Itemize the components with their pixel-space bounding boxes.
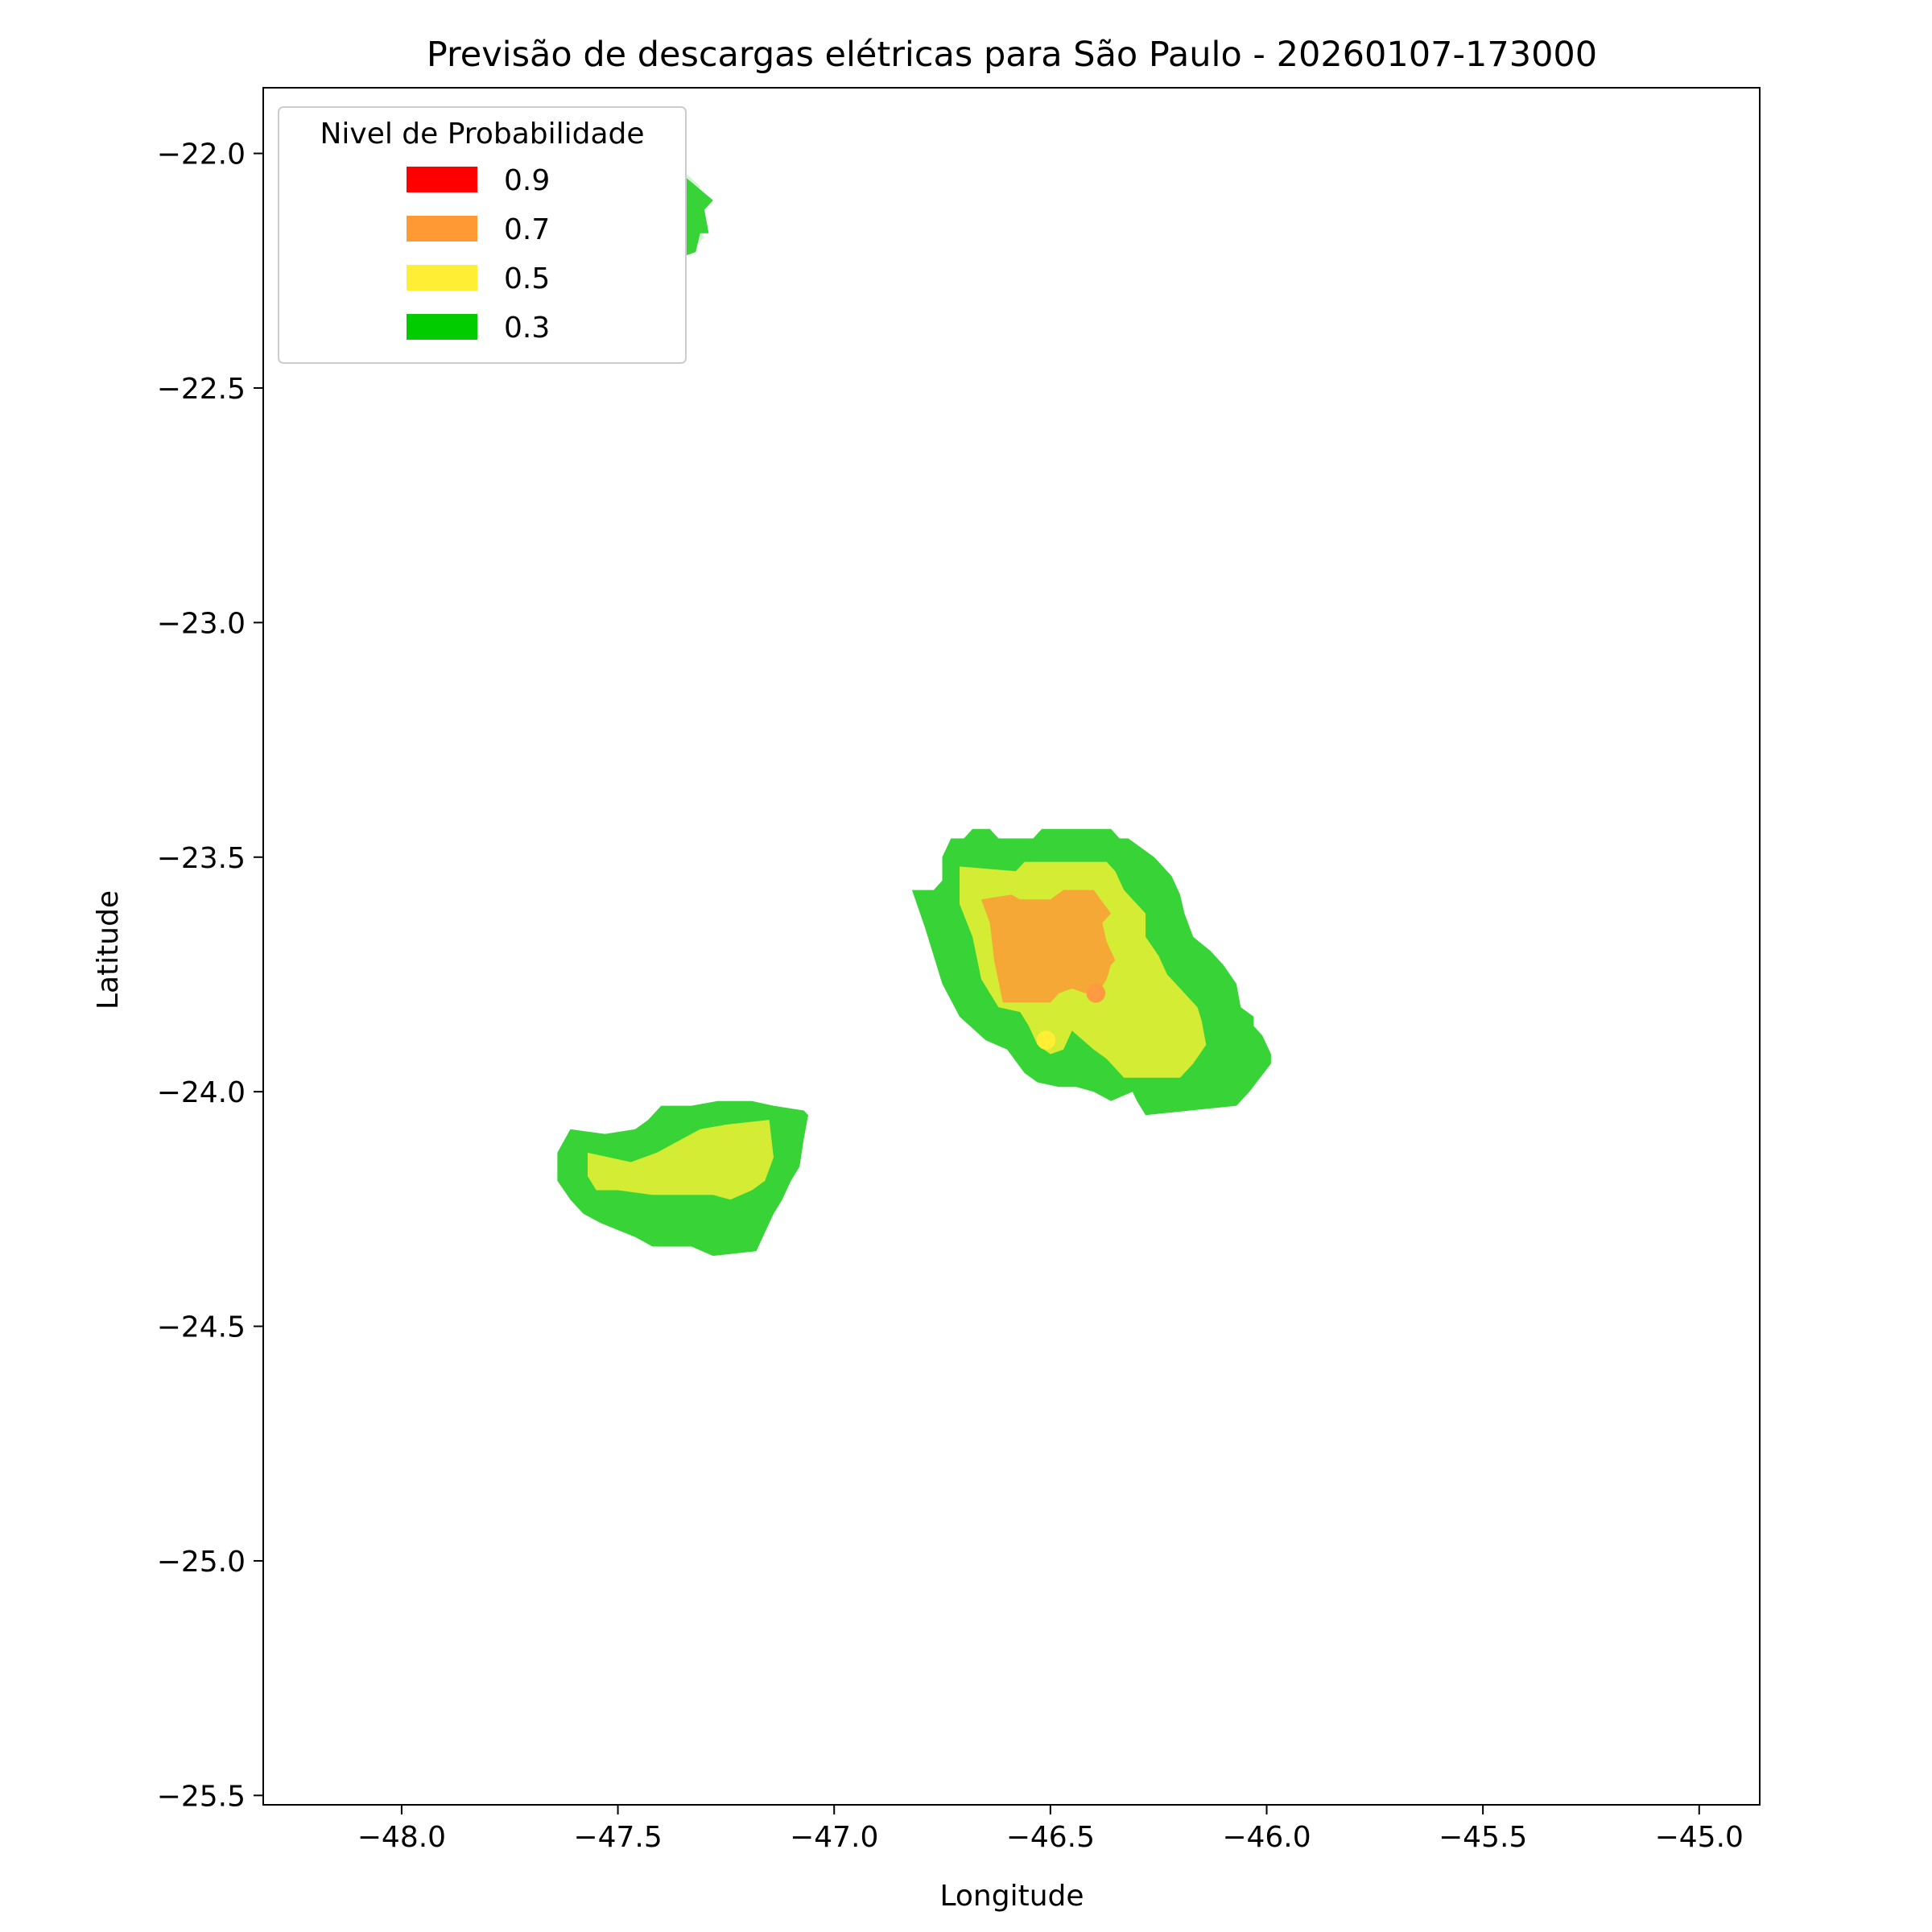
legend-swatch <box>407 167 477 192</box>
y-tick-label: −22.5 <box>157 373 246 406</box>
x-tick-label: −45.0 <box>1655 1821 1744 1854</box>
y-tick-label: −22.0 <box>157 138 246 171</box>
legend-label: 0.7 <box>504 213 550 246</box>
legend-box <box>278 106 687 364</box>
x-tick-label: −47.5 <box>573 1821 662 1854</box>
x-axis-ticks: −48.0 −47.5 −47.0 −46.5 −46.0 −45.5 −45.0 <box>357 1805 1744 1854</box>
region-central-cell-0.7 <box>980 890 1116 1003</box>
legend-title: Nivel de Probabilidade <box>320 118 644 151</box>
x-tick-label: −46.0 <box>1222 1821 1311 1854</box>
y-tick-label: −23.5 <box>157 842 246 875</box>
y-tick-label: −24.5 <box>157 1311 246 1344</box>
hotspot-point-1 <box>1086 983 1106 1003</box>
region-southwest-cell-0.5 <box>588 1120 774 1200</box>
chart-title: Previsão de descargas elétricas para São… <box>427 35 1597 75</box>
y-tick-label: −23.0 <box>157 607 246 640</box>
plot-frame <box>262 87 1761 1806</box>
y-tick-label: −24.0 <box>157 1076 246 1109</box>
y-axis-ticks: −22.0 −22.5 −23.0 −23.5 −24.0 −24.5 −25.0 −25.5 <box>157 138 263 1813</box>
plot-points <box>1036 983 1106 1050</box>
legend-label: 0.5 <box>504 262 550 295</box>
legend-swatch <box>407 216 477 242</box>
x-tick-label: −48.0 <box>357 1821 446 1854</box>
legend-label: 0.9 <box>504 164 550 197</box>
y-axis-title: Latitude <box>92 890 125 1009</box>
legend: Nivel de Probabilidade 0.9 0.7 0.5 0.3 <box>278 106 687 364</box>
x-axis-title: Longitude <box>939 1880 1084 1913</box>
y-tick-label: −25.0 <box>157 1546 246 1579</box>
hotspot-point-2 <box>1036 1030 1056 1050</box>
y-tick-label: −25.5 <box>157 1780 246 1813</box>
legend-swatch <box>407 314 477 340</box>
x-tick-label: −45.5 <box>1439 1821 1527 1854</box>
x-tick-label: −46.5 <box>1006 1821 1095 1854</box>
legend-label: 0.3 <box>504 312 550 345</box>
legend-entries: 0.9 0.7 0.5 0.3 <box>407 164 550 345</box>
legend-swatch <box>407 265 477 291</box>
x-tick-label: −47.0 <box>790 1821 878 1854</box>
